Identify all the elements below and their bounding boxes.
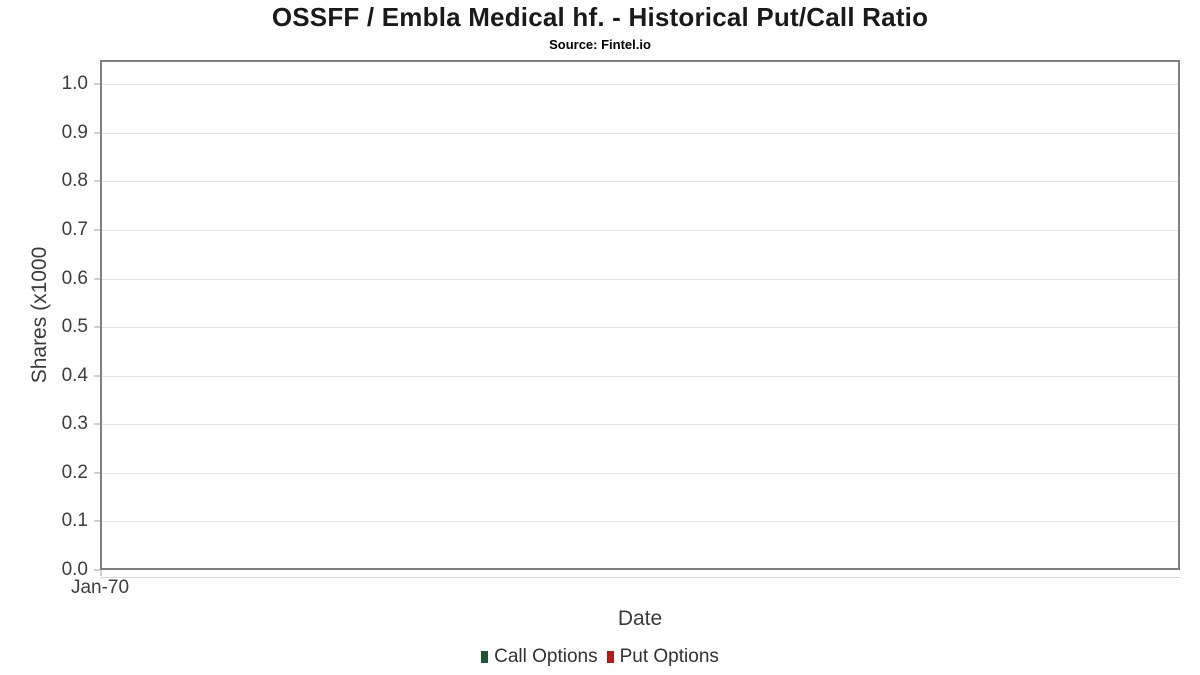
legend-item-call-options[interactable]: Call Options <box>481 646 598 668</box>
x-axis-line <box>100 577 1180 578</box>
legend-item-put-options[interactable]: Put Options <box>606 646 719 668</box>
y-tick-mark <box>94 180 100 183</box>
y-tick-label: 0.4 <box>61 364 88 386</box>
gridline <box>102 521 1178 523</box>
y-tick-label: 1.0 <box>61 73 88 95</box>
x-tick-mark <box>100 570 102 576</box>
gridline <box>102 327 1178 329</box>
y-tick-label: 0.3 <box>61 413 88 435</box>
y-axis-label: Shares (x1000 <box>28 246 51 384</box>
y-tick-label: 0.0 <box>61 559 88 580</box>
y-tick-mark <box>94 520 100 523</box>
gridline <box>102 278 1178 280</box>
plot-area <box>100 60 1180 570</box>
y-tick-label: 0.7 <box>61 219 88 240</box>
y-tick-label: 0.5 <box>61 316 88 338</box>
legend-label: Call Options <box>494 646 598 667</box>
y-tick-mark <box>94 423 100 426</box>
legend-label: Put Options <box>619 646 719 667</box>
gridline <box>102 230 1178 231</box>
chart-subtitle: Source: Fintel.io <box>549 37 651 52</box>
x-axis-tick: Jan-70 <box>70 577 130 598</box>
y-tick-label: 0.6 <box>61 267 88 289</box>
x-axis-label: Date <box>617 607 663 630</box>
legend-marker-icon <box>481 651 489 663</box>
y-tick-mark <box>94 131 100 134</box>
y-tick-mark <box>94 569 100 571</box>
y-tick-label: 0.8 <box>61 170 88 192</box>
y-tick-mark <box>94 326 100 329</box>
gridline <box>102 424 1178 426</box>
y-tick-mark <box>94 374 100 377</box>
y-tick-mark <box>94 229 100 231</box>
y-tick-mark <box>94 471 100 474</box>
y-tick-mark <box>94 83 100 86</box>
gridline <box>102 84 1178 86</box>
y-tick-label: 0.2 <box>61 461 88 483</box>
chart-title: OSSFF / Embla Medical hf. - Historical P… <box>271 2 929 32</box>
gridline <box>102 472 1178 474</box>
legend-marker-icon <box>606 651 614 663</box>
y-tick-mark <box>94 277 100 280</box>
gridline <box>102 181 1178 183</box>
gridline <box>102 132 1178 134</box>
legend: Call Options Put Options <box>0 646 1200 668</box>
y-tick-label: 0.9 <box>61 121 88 143</box>
y-tick-label: 0.1 <box>61 510 88 532</box>
gridline <box>102 375 1178 377</box>
